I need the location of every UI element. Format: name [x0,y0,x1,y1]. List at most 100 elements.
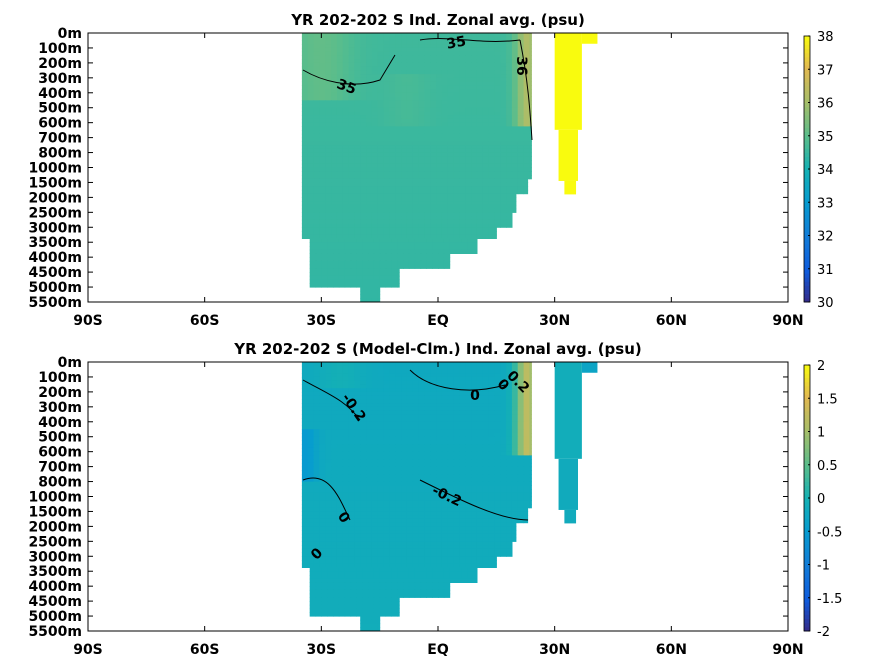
data-cell [465,92,472,98]
data-cell [494,541,501,546]
data-cell [366,545,373,550]
data-cell [465,515,472,520]
colorbar-segment [804,297,810,303]
data-cell [476,433,484,438]
data-cell [506,418,513,423]
data-cell [418,182,425,187]
data-cell [482,556,490,561]
data-cell [397,264,404,269]
data-cell [360,156,367,161]
data-cell [447,178,455,183]
x-tick-label: 90N [772,313,803,329]
data-cell [412,227,420,232]
data-cell [506,399,513,404]
data-cell [529,96,532,101]
data-cell [301,175,309,180]
data-cell [313,100,320,105]
data-cell [465,406,472,412]
data-cell [447,515,455,520]
data-cell [327,242,334,247]
data-cell [447,548,455,554]
data-cell [395,227,402,232]
data-cell [482,204,490,210]
data-cell [412,148,420,154]
data-cell [406,171,414,176]
data-cell [331,477,338,483]
data-cell [319,533,326,539]
data-cell [383,81,390,86]
data-cell [336,380,344,385]
data-cell [389,89,396,94]
data-cell [517,470,525,475]
data-cell [430,477,437,483]
data-cell [321,260,328,266]
data-cell [482,77,490,83]
data-cell [383,518,390,524]
data-cell [401,369,408,374]
data-cell [467,578,474,583]
data-cell [354,406,361,412]
data-cell [447,208,455,213]
data-cell [459,70,466,75]
data-cell [301,418,309,423]
data-cell [441,373,449,378]
data-cell [511,470,519,475]
data-cell [371,70,379,75]
data-cell [360,33,367,38]
data-cell [389,563,396,568]
data-cell [331,530,338,535]
data-cell [494,406,501,412]
data-cell [441,433,449,438]
data-cell [471,126,478,131]
data-cell [459,171,466,176]
data-cell [523,182,529,187]
data-cell [511,148,519,154]
data-cell [348,231,355,236]
data-cell [408,257,416,262]
colorbar-segment [804,264,810,270]
data-cell [529,369,532,374]
data-cell [319,55,326,60]
data-cell [459,111,466,116]
data-cell [408,578,416,583]
data-cell [438,589,445,595]
data-cell [453,515,460,520]
data-cell [517,455,525,460]
data-cell [441,384,449,389]
data-cell [494,118,501,124]
data-cell [348,447,355,453]
colorbar-segment [804,281,810,286]
data-cell [459,496,466,501]
data-cell [354,163,361,169]
data-cell [401,156,408,161]
data-cell [500,526,507,531]
data-cell [511,77,519,83]
data-cell [391,279,398,284]
data-cell [397,567,404,572]
data-cell [424,81,431,86]
data-cell [412,533,420,539]
data-cell [523,511,529,516]
data-cell [418,462,425,468]
data-cell [327,589,334,595]
x-tick-label: 60S [190,313,220,329]
data-cell [500,518,507,524]
data-cell [325,212,332,217]
data-cell [441,537,449,542]
colorbar-segment [804,277,810,282]
data-cell [301,440,309,445]
data-cell [482,156,490,161]
data-cell [506,440,513,445]
data-cell [383,376,390,382]
data-cell [471,212,478,217]
data-cell [336,70,344,75]
y-tick-label: 3000m [28,220,82,236]
data-cell [313,369,320,374]
data-cell [389,122,396,127]
data-cell [476,496,484,501]
data-cell [406,380,414,385]
data-cell [441,485,449,490]
data-cell [336,533,344,539]
data-cell [414,246,422,251]
data-cell [511,511,519,516]
